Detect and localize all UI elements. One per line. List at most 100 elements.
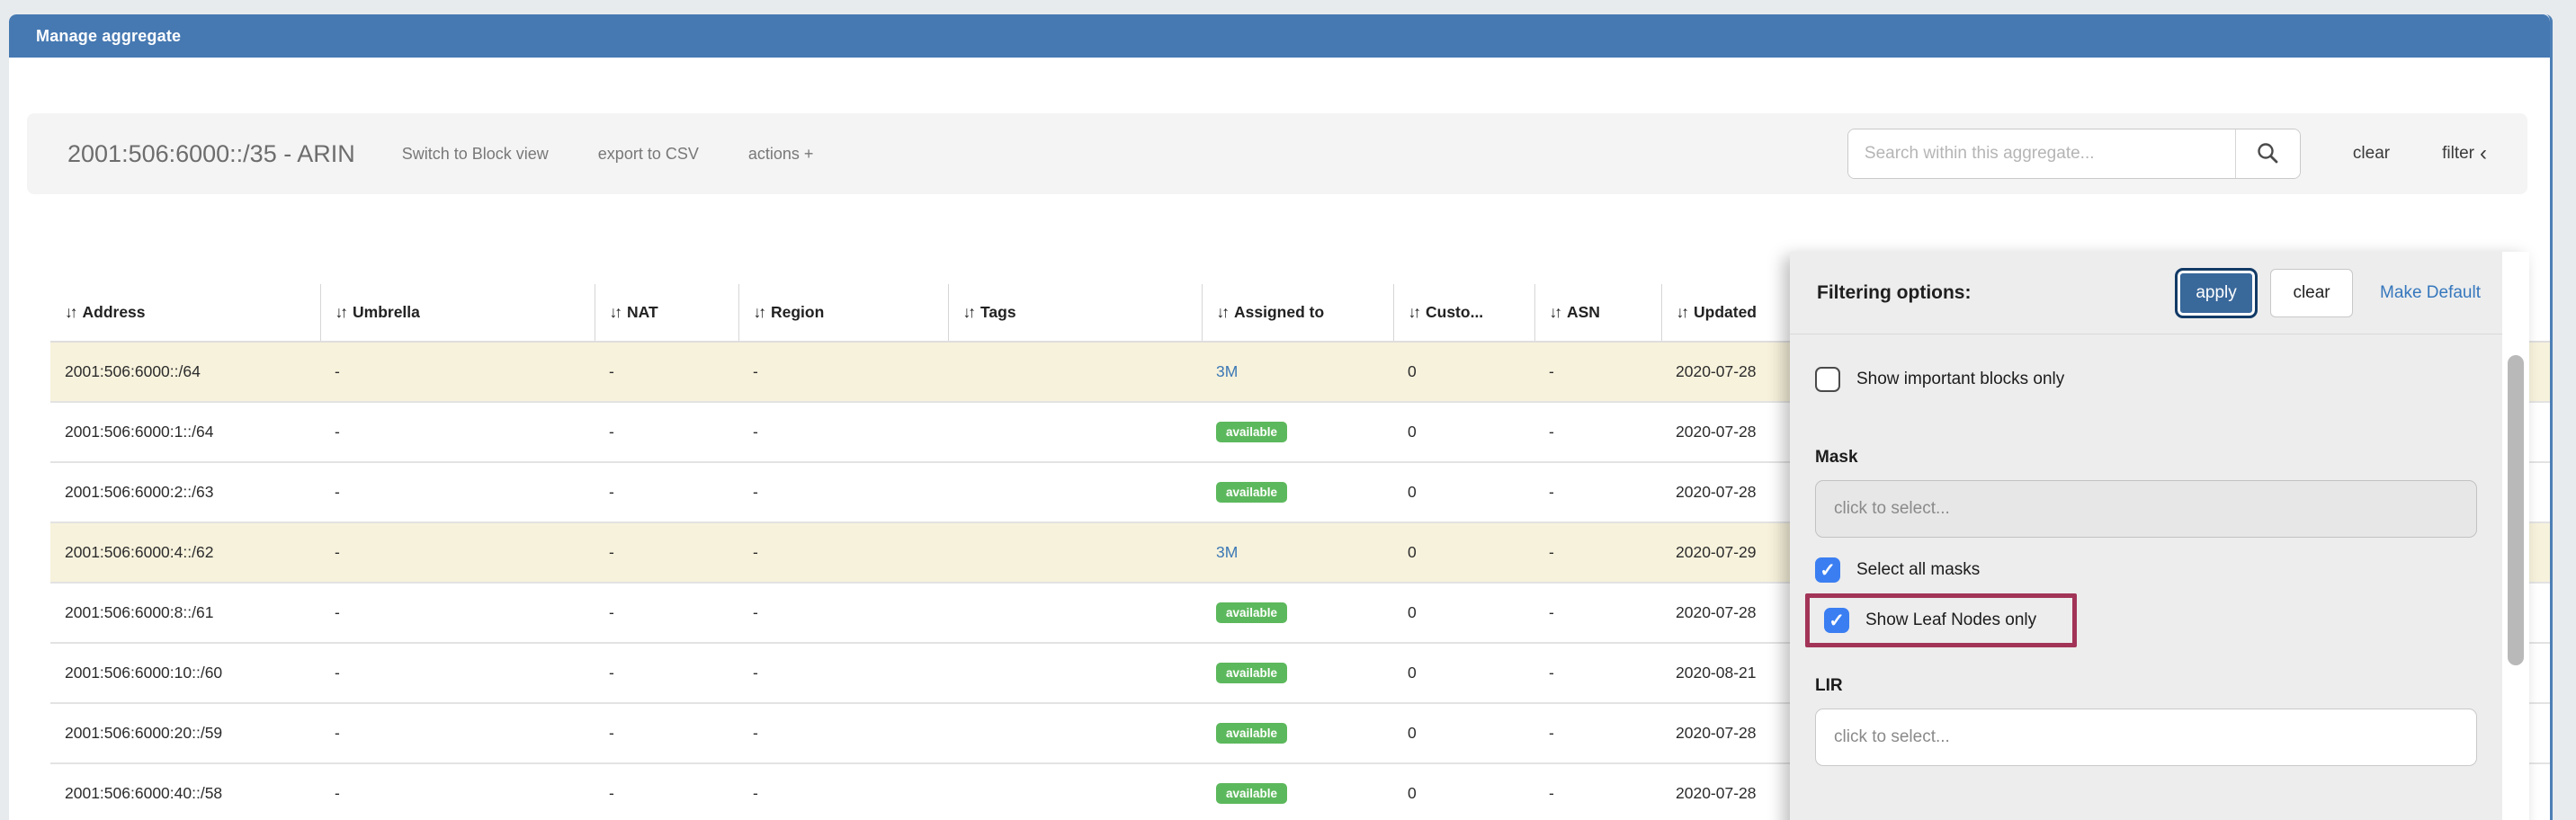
lir-select[interactable]: click to select... <box>1815 709 2477 766</box>
filter-panel-body: Show important blocks only Mask click to… <box>1790 367 2502 766</box>
cell-assigned_to: available <box>1202 462 1393 523</box>
column-header-asn[interactable]: ↓↑ ASN <box>1534 284 1661 343</box>
search-input[interactable] <box>1847 129 2235 178</box>
panel-scrollbar-thumb[interactable] <box>2508 355 2524 665</box>
column-header-address[interactable]: ↓↑ Address <box>50 284 320 343</box>
cell-address: 2001:506:6000:8::/61 <box>50 583 320 644</box>
cell-umbrella: - <box>320 462 595 523</box>
checkbox-show-leaf-nodes-label: Show Leaf Nodes only <box>1865 611 2037 629</box>
assigned-to-link[interactable]: 3M <box>1216 543 1239 561</box>
cell-asn: - <box>1534 342 1661 403</box>
cell-customer: 0 <box>1393 462 1534 523</box>
cell-tags <box>948 703 1202 764</box>
cell-region: - <box>738 763 948 820</box>
aggregate-toolbar: 2001:506:6000::/35 - ARIN Switch to Bloc… <box>27 113 2527 194</box>
leaf-nodes-highlight-annotation: Show Leaf Nodes only <box>1805 593 2078 647</box>
column-header-tags[interactable]: ↓↑ Tags <box>947 284 1202 343</box>
cell-tags <box>948 462 1202 523</box>
page-title: Manage aggregate <box>36 26 182 45</box>
cell-assigned_to: 3M <box>1202 342 1393 403</box>
cell-customer: 0 <box>1393 643 1534 704</box>
filter-option-select-all-masks: Select all masks <box>1815 557 2477 583</box>
sort-icon: ↓↑ <box>1216 303 1230 321</box>
column-header-umbrella[interactable]: ↓↑ Umbrella <box>319 284 595 343</box>
filter-option-show-leaf-nodes: Show Leaf Nodes only <box>1824 608 2036 633</box>
search-button[interactable] <box>2234 129 2300 178</box>
column-label: Custo... <box>1426 303 1484 321</box>
cell-region: - <box>738 342 948 403</box>
cell-nat: - <box>595 402 738 463</box>
column-label: Updated <box>1694 303 1757 321</box>
checkbox-show-important-label: Show important blocks only <box>1856 370 2065 388</box>
cell-tags <box>948 643 1202 704</box>
column-label: Address <box>82 303 146 321</box>
checkbox-show-important[interactable] <box>1815 367 1840 392</box>
cell-umbrella: - <box>320 703 595 764</box>
sort-icon: ↓↑ <box>65 303 77 321</box>
checkbox-show-leaf-nodes[interactable] <box>1824 608 1849 633</box>
filter-label: filter <box>2442 144 2474 163</box>
make-default-link[interactable]: Make Default <box>2380 282 2481 302</box>
cell-region: - <box>738 703 948 764</box>
cell-assigned_to: available <box>1202 583 1393 644</box>
column-label: Region <box>771 303 825 321</box>
cell-address: 2001:506:6000:4::/62 <box>50 522 320 584</box>
cell-customer: 0 <box>1393 522 1534 584</box>
sort-icon: ↓↑ <box>1549 303 1562 321</box>
cell-assigned_to: available <box>1202 763 1393 820</box>
mask-label: Mask <box>1815 448 1858 467</box>
manage-aggregate-card: Manage aggregate 2001:506:6000::/35 - AR… <box>9 14 2553 820</box>
status-badge: available <box>1216 662 1288 684</box>
cell-customer: 0 <box>1393 402 1534 463</box>
status-badge: available <box>1216 722 1288 744</box>
cell-customer: 0 <box>1393 342 1534 403</box>
cell-asn: - <box>1534 522 1661 584</box>
lir-label: LIR <box>1815 676 1843 695</box>
cell-tags <box>948 342 1202 403</box>
sort-icon: ↓↑ <box>962 303 976 321</box>
column-header-region[interactable]: ↓↑ Region <box>738 284 948 343</box>
filter-toggle-link[interactable]: filter ‹ <box>2442 143 2487 165</box>
apply-button[interactable]: apply <box>2175 267 2258 318</box>
cell-address: 2001:506:6000:20::/59 <box>50 703 320 764</box>
column-label: Umbrella <box>353 303 420 321</box>
cell-address: 2001:506:6000::/64 <box>50 342 320 403</box>
search-icon <box>2256 141 2279 167</box>
cell-nat: - <box>595 703 738 764</box>
cell-address: 2001:506:6000:2::/63 <box>50 462 320 523</box>
chevron-left-icon: ‹ <box>2480 141 2487 165</box>
cell-asn: - <box>1534 462 1661 523</box>
clear-search-link[interactable]: clear <box>2352 144 2391 163</box>
cell-nat: - <box>595 643 738 704</box>
assigned-to-link[interactable]: 3M <box>1216 362 1239 380</box>
cell-nat: - <box>595 462 738 523</box>
filter-option-show-important: Show important blocks only <box>1815 367 2477 392</box>
column-header-nat[interactable]: ↓↑ NAT <box>594 284 738 343</box>
filter-panel-content: Filtering options: apply clear Make Defa… <box>1790 252 2502 820</box>
filter-panel-header: Filtering options: apply clear Make Defa… <box>1790 252 2502 334</box>
column-label: Assigned to <box>1234 303 1325 321</box>
cell-customer: 0 <box>1393 763 1534 820</box>
cell-umbrella: - <box>320 643 595 704</box>
actions-menu-link[interactable]: actions + <box>747 144 814 163</box>
cell-tags <box>948 583 1202 644</box>
cell-asn: - <box>1534 583 1661 644</box>
checkbox-select-all-masks[interactable] <box>1815 557 1840 583</box>
column-header-customer[interactable]: ↓↑ Custo... <box>1392 284 1534 343</box>
status-badge: available <box>1216 602 1288 624</box>
sort-icon: ↓↑ <box>335 303 348 321</box>
cell-region: - <box>738 643 948 704</box>
cell-customer: 0 <box>1393 583 1534 644</box>
column-header-assigned_to[interactable]: ↓↑ Assigned to <box>1201 284 1393 343</box>
clear-filters-button[interactable]: clear <box>2270 268 2354 317</box>
cell-umbrella: - <box>320 583 595 644</box>
switch-to-block-view-link[interactable]: Switch to Block view <box>401 144 549 163</box>
lir-select-placeholder: click to select... <box>1834 727 1950 746</box>
panel-scrollbar-track <box>2502 334 2529 820</box>
cell-umbrella: - <box>320 522 595 584</box>
status-badge: available <box>1216 782 1288 805</box>
export-to-csv-link[interactable]: export to CSV <box>597 144 699 163</box>
cell-tags <box>948 402 1202 463</box>
status-badge: available <box>1216 481 1288 504</box>
